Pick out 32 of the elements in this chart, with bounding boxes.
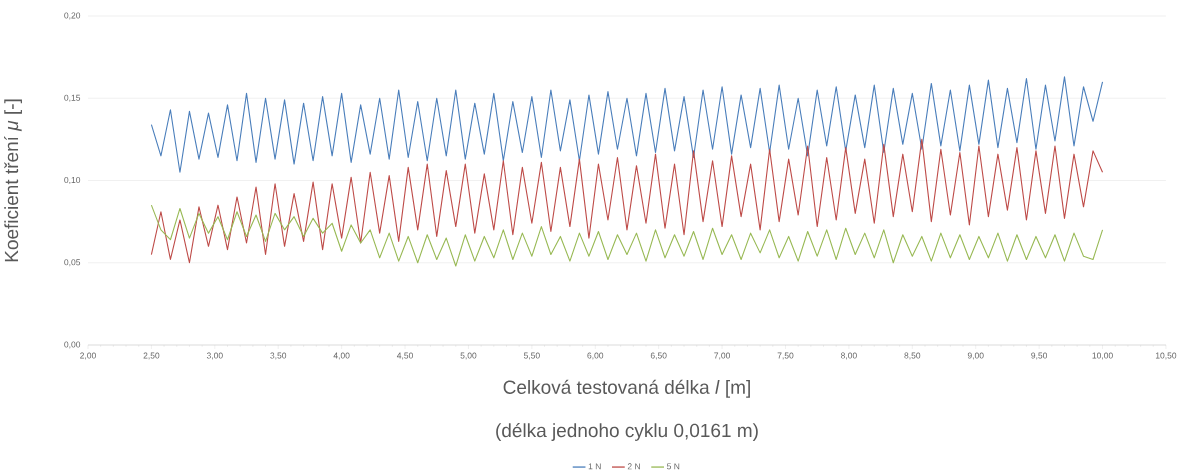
legend-label: 1 N [588, 463, 601, 470]
legend-label: 2 N [627, 463, 640, 470]
x-tick-label: 10,50 [1155, 352, 1177, 360]
y-axis-title: Koeficient tření μ [-] [4, 99, 22, 262]
y-tick-label: 0,20 [64, 12, 81, 20]
x-tick-label: 7,50 [777, 352, 794, 360]
x-tick-label: 9,00 [967, 352, 984, 360]
line-series [150, 138, 1104, 264]
x-tick-label: 3,50 [270, 352, 287, 360]
text: (délka jednoho cyklu 0,0161 m) [496, 423, 758, 441]
x-tick-label: 5,00 [460, 352, 477, 360]
x-tick-label: 2,50 [143, 352, 160, 360]
x-tick-label: 9,50 [1031, 352, 1048, 360]
x-tick-label: 6,00 [587, 352, 604, 360]
line-series [150, 204, 1104, 267]
line-series [150, 76, 1104, 173]
x-tick-label: 10,00 [1092, 352, 1113, 360]
x-tick-label: 5,50 [523, 352, 540, 360]
x-tick-label: 4,50 [396, 352, 413, 360]
x-tick-label: 8,50 [904, 352, 921, 360]
x-tick-label: 6,50 [650, 352, 667, 360]
legend-label: 5 N [666, 463, 680, 470]
x-tick-label: 4,00 [333, 352, 350, 360]
y-tick-label: 0,00 [64, 341, 81, 349]
y-tick-label: 0,10 [64, 176, 81, 185]
x-tick-label: 8,00 [841, 352, 857, 360]
x-tick-label: 2,00 [80, 352, 96, 360]
y-tick-label: 0,15 [64, 94, 81, 102]
x-axis-title: Celková testovaná délka l [m] [503, 379, 750, 398]
x-tick-label: 3,00 [206, 352, 223, 360]
y-tick-label: 0,05 [64, 259, 81, 267]
x-tick-label: 7,00 [714, 352, 731, 360]
